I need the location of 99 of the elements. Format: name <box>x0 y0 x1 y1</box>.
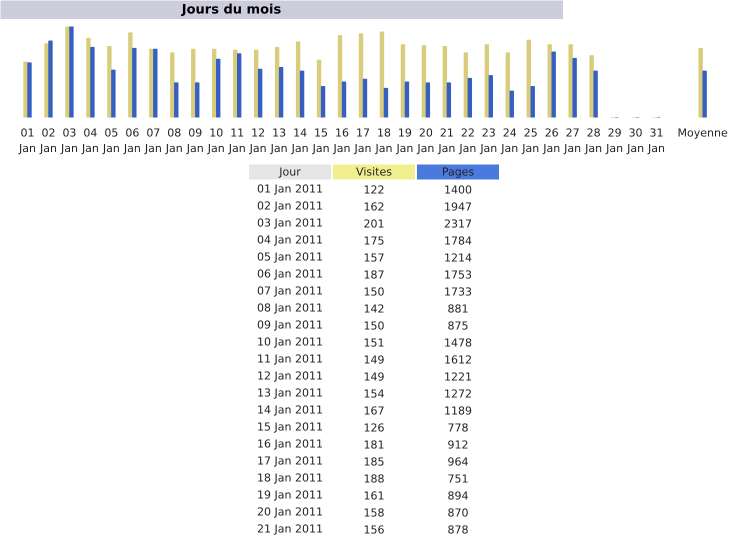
data-label: 150 <box>364 320 384 332</box>
x-tick-label: 24 Jan <box>500 126 518 156</box>
x-tick-label: 27 Jan <box>563 126 582 156</box>
data-label: 161 <box>364 490 384 502</box>
category-label: 04 Jan 2011 <box>257 234 323 246</box>
x-tick-label: 09 Jan <box>186 126 204 156</box>
x-tick-label: 02 Jan <box>39 126 57 156</box>
data-label: 149 <box>364 354 384 366</box>
data-label: 158 <box>364 506 384 520</box>
category-label: 19 Jan 2011 <box>257 488 323 502</box>
data-label: 126 <box>364 422 384 434</box>
x-tick-label: 08 Jan <box>164 126 183 156</box>
data-label: 1753 <box>444 268 472 282</box>
data-label: 187 <box>364 268 384 282</box>
data-label: 1478 <box>444 336 472 350</box>
data-label: 881 <box>448 302 468 316</box>
data-label: 1272 <box>444 388 472 400</box>
data-label: 150 <box>364 286 384 298</box>
x-tick-label: 25 Jan <box>521 126 540 156</box>
data-label: 157 <box>364 252 384 264</box>
data-label: 188 <box>364 472 384 486</box>
category-label: 02 Jan 2011 <box>257 200 323 212</box>
x-tick-label: 16 Jan <box>332 126 351 156</box>
x-tick-label: 18 Jan <box>374 126 392 156</box>
data-label: 1400 <box>444 184 472 196</box>
data-label: 894 <box>448 490 468 502</box>
data-label: 751 <box>448 472 468 486</box>
x-tick-label: 17 Jan <box>354 126 372 156</box>
x-tick-label: 23 Jan <box>479 126 498 156</box>
x-tick-label: 20 Jan <box>416 126 434 156</box>
data-label: 1947 <box>444 200 472 214</box>
data-label: 964 <box>448 456 468 468</box>
x-tick-label: 21 Jan <box>437 126 456 156</box>
data-label: 1784 <box>444 234 472 248</box>
x-tick-label: 31 Jan <box>647 126 666 156</box>
data-label: 151 <box>364 336 384 350</box>
category-label: 18 Jan 2011 <box>257 472 323 484</box>
category-label: 05 Jan 2011 <box>257 250 323 264</box>
x-tick-label: 11 Jan <box>228 126 246 156</box>
data-label: 870 <box>448 506 468 520</box>
x-tick-label: 29 Jan <box>605 126 624 156</box>
category-label: 10 Jan 2011 <box>257 336 323 348</box>
data-label: 1214 <box>444 252 472 264</box>
data-label: 2317 <box>444 218 472 230</box>
category-label: 09 Jan 2011 <box>257 318 323 332</box>
data-label: 156 <box>364 524 384 536</box>
x-tick-label: 03 Jan <box>60 126 78 156</box>
x-tick-label: 10 Jan <box>206 126 225 156</box>
x-tick-label: 28 Jan <box>584 126 602 156</box>
data-label: 912 <box>448 438 468 452</box>
category-label: 06 Jan 2011 <box>257 268 323 280</box>
x-tick-label: 04 Jan <box>80 126 99 156</box>
category-label: 01 Jan 2011 <box>257 182 323 196</box>
category-label: 14 Jan 2011 <box>257 404 323 416</box>
data-label: 167 <box>364 404 384 418</box>
data-label: 1612 <box>444 354 472 366</box>
category-label: 15 Jan 2011 <box>257 420 323 434</box>
x-tick-label: 30 Jan <box>626 126 644 156</box>
x-tick-label: 01 Jan <box>18 126 36 156</box>
x-tick-label: 12 Jan <box>248 126 267 156</box>
category-label: 03 Jan 2011 <box>257 216 323 230</box>
data-label: 122 <box>364 184 384 196</box>
data-label: 142 <box>364 302 384 316</box>
x-tick-label: 06 Jan <box>122 126 141 156</box>
data-label: 201 <box>364 218 384 230</box>
data-label: 1733 <box>444 286 472 298</box>
category-label: 17 Jan 2011 <box>257 454 323 468</box>
x-tick-label: Moyenne <box>678 126 728 140</box>
x-tick-label: 26 Jan <box>542 126 560 156</box>
chart-title: Jours du mois <box>180 2 282 18</box>
x-tick-label: 13 Jan <box>270 126 288 156</box>
category-label: 11 Jan 2011 <box>257 352 323 366</box>
data-label: 181 <box>364 438 384 452</box>
data-label: 1189 <box>444 404 472 418</box>
category-label: 13 Jan 2011 <box>257 386 323 400</box>
data-label: 878 <box>448 524 468 536</box>
data-label: 1221 <box>444 370 472 384</box>
category-label: 16 Jan 2011 <box>257 438 323 450</box>
x-tick-label: 22 Jan <box>458 126 476 156</box>
x-tick-label: 14 Jan <box>290 126 309 156</box>
category-label: 21 Jan 2011 <box>257 522 323 536</box>
category-label: 20 Jan 2011 <box>257 506 323 518</box>
text: Jour <box>278 166 302 178</box>
data-label: 778 <box>448 422 468 434</box>
data-label: 162 <box>364 200 384 214</box>
text: Visites <box>356 166 392 178</box>
category-label: 12 Jan 2011 <box>257 370 323 382</box>
data-label: 875 <box>448 320 468 332</box>
x-tick-label: 05 Jan <box>102 126 120 156</box>
data-label: 149 <box>364 370 384 384</box>
category-label: 08 Jan 2011 <box>257 302 323 314</box>
x-tick-label: 15 Jan <box>312 126 330 156</box>
data-label: 175 <box>364 234 384 248</box>
data-label: 185 <box>364 456 384 468</box>
x-tick-label: 07 Jan <box>144 126 162 156</box>
category-label: 07 Jan 2011 <box>257 284 323 298</box>
data-label: 154 <box>364 388 384 400</box>
x-tick-label: 19 Jan <box>395 126 414 156</box>
text: Pages <box>442 166 474 178</box>
